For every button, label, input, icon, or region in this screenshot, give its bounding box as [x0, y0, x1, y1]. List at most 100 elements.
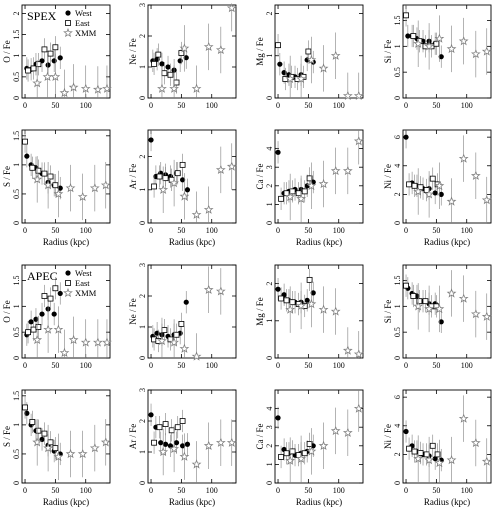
data-point-east	[41, 430, 48, 437]
data-point-east	[52, 182, 59, 189]
panel-spex-mg-fe: 0 50 100 0 1 2 Mg / Fe	[255, 4, 364, 110]
legend-label-east: East	[75, 278, 90, 288]
data-point-xmm	[158, 184, 169, 194]
x-tick-label: 100	[333, 226, 345, 235]
data-point-west	[403, 134, 409, 140]
x-tick-label: 100	[206, 101, 218, 110]
data-point-west	[184, 187, 191, 193]
panel-apec-mg-fe: 0 50 100 0 1 2 Mg / Fe	[255, 264, 364, 370]
data-point-xmm	[306, 54, 317, 65]
data-point-west	[24, 153, 30, 159]
data-point-west	[158, 440, 164, 446]
data-point-xmm	[424, 189, 434, 199]
x-tick-label: 50	[177, 226, 185, 235]
legend-label-west: West	[75, 268, 92, 278]
panel-spex-ca-fe: 0 50 100 0 1 2 3 4 Ca / Fe Radius (kpc)	[255, 129, 364, 247]
data-point-xmm	[80, 337, 91, 347]
y-tick-label: 0	[12, 221, 21, 225]
data-point-xmm	[446, 43, 457, 54]
data-point-xmm	[158, 446, 169, 457]
x-tick-label: 0	[23, 226, 27, 235]
data-point-xmm	[169, 337, 179, 347]
panel-apec-ni-fe: 0 50 100 0 2 4 6 Ni / Fe Radius (kpc)	[383, 389, 492, 507]
data-point-east	[301, 188, 308, 195]
y-tick-label: 2	[393, 192, 402, 196]
data-point-east	[178, 320, 185, 327]
data-point-east	[35, 167, 42, 174]
x-axis-label: Radius (kpc)	[296, 237, 342, 247]
panel-frame	[402, 129, 492, 224]
data-point-east	[35, 324, 42, 330]
data-point-xmm	[446, 196, 457, 206]
data-point-east	[411, 182, 418, 189]
data-point-east	[52, 445, 59, 452]
data-point-east	[156, 424, 163, 431]
y-axis-label: O / Fe	[2, 40, 12, 63]
y-tick-label: 1	[12, 54, 21, 58]
data-point-west	[51, 58, 57, 64]
data-point-west	[159, 61, 165, 67]
data-point-xmm	[296, 193, 306, 203]
x-tick-label: 50	[432, 101, 440, 110]
data-point-xmm	[424, 41, 434, 51]
data-point-west	[275, 286, 281, 292]
data-point-xmm	[434, 303, 445, 314]
data-point-west	[179, 443, 186, 449]
y-tick-label: 3	[138, 3, 147, 7]
y-tick-label: 1	[12, 423, 21, 427]
data-point-east	[295, 190, 302, 197]
y-tick-label: 0	[265, 221, 274, 225]
y-axis-label: Ne / Fe	[128, 298, 138, 325]
y-tick-label: 1.5	[393, 16, 402, 26]
y-axis-label: Ni / Fe	[383, 164, 393, 189]
data-point-east	[278, 454, 284, 460]
data-point-east	[275, 42, 281, 49]
y-tick-label: 2	[138, 419, 147, 423]
data-point-xmm	[342, 90, 353, 101]
panel-frame	[274, 264, 364, 359]
legend-label-east: East	[75, 18, 90, 28]
data-point-xmm	[318, 63, 329, 73]
data-point-xmm	[424, 454, 434, 465]
data-point-west	[275, 149, 281, 155]
data-point-east	[151, 183, 157, 190]
data-point-xmm	[330, 306, 341, 316]
data-point-xmm	[330, 165, 341, 176]
data-point-xmm	[191, 209, 202, 219]
y-tick-label: 1	[265, 54, 274, 58]
x-tick-label: 0	[149, 486, 153, 495]
data-point-xmm	[89, 182, 100, 193]
data-point-xmm	[458, 293, 469, 303]
data-point-east	[29, 164, 36, 171]
data-point-xmm	[215, 164, 226, 175]
data-point-xmm	[318, 440, 329, 450]
data-point-xmm	[481, 194, 492, 205]
panel-apec-ne-fe: 0 50 100 0 1 2 3 Ne / Fe	[128, 263, 237, 370]
y-tick-label: 1.5	[12, 131, 21, 141]
data-point-xmm	[32, 437, 43, 447]
data-point-east	[416, 298, 423, 305]
x-tick-label: 100	[206, 361, 218, 370]
legend-xmm-icon	[63, 287, 73, 298]
data-point-east	[417, 450, 424, 456]
data-point-east	[422, 298, 429, 305]
data-point-east	[423, 451, 430, 458]
panel-spex-s-fe: 0 50 100 0 0.5 1 1.5 S / Fe Radius (kpc)	[2, 129, 111, 247]
x-axis-label: Radius (kpc)	[424, 497, 470, 507]
panel-frame	[147, 264, 237, 359]
x-tick-label: 0	[276, 226, 280, 235]
data-point-xmm	[32, 78, 43, 88]
data-point-east	[41, 170, 48, 177]
data-point-east	[278, 195, 284, 202]
data-point-xmm	[434, 33, 445, 43]
data-point-xmm	[53, 188, 64, 199]
data-point-xmm	[413, 38, 424, 48]
data-point-east	[410, 293, 417, 299]
y-axis-label: Si / Fe	[383, 40, 393, 64]
y-tick-label: 1	[393, 44, 402, 48]
data-point-east	[161, 327, 168, 334]
data-point-xmm	[179, 43, 190, 53]
x-axis-label: Radius (kpc)	[169, 237, 215, 247]
x-tick-label: 100	[461, 486, 473, 495]
